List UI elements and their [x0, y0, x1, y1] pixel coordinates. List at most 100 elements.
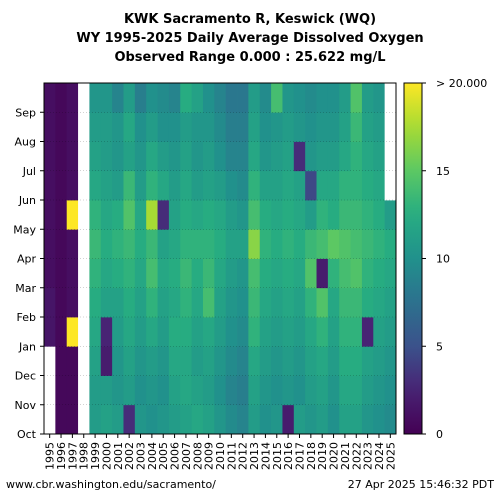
- heatmap-cell: [180, 317, 193, 347]
- heatmap-cell: [100, 229, 113, 259]
- heatmap-cell: [214, 141, 227, 172]
- heatmap-cell: [157, 287, 170, 318]
- heatmap-cell: [259, 200, 272, 230]
- heatmap-cell: [202, 200, 215, 230]
- heatmap-cell: [191, 83, 204, 113]
- x-tick-label: 2006: [169, 442, 182, 470]
- heatmap-cell: [112, 317, 124, 347]
- heatmap-cell: [293, 170, 306, 201]
- heatmap-cell: [191, 141, 204, 172]
- heatmap-cell: [350, 200, 363, 230]
- y-tick-label: Dec: [15, 370, 36, 383]
- heatmap-cell: [327, 375, 340, 406]
- heatmap-cell: [214, 375, 227, 406]
- heatmap-cell: [339, 141, 351, 172]
- heatmap-cell: [100, 200, 113, 230]
- heatmap-cell: [259, 112, 272, 142]
- heatmap-cell: [316, 287, 329, 318]
- x-tick-label: 1995: [44, 442, 57, 470]
- heatmap-cell: [89, 258, 102, 289]
- heatmap-cell: [191, 200, 204, 230]
- heatmap-cell: [350, 375, 363, 406]
- heatmap-cell: [316, 258, 329, 289]
- heatmap-cell: [66, 258, 79, 289]
- heatmap-cell: [327, 287, 340, 318]
- heatmap-cell: [191, 317, 204, 347]
- heatmap-cell: [112, 141, 124, 172]
- heatmap-cell: [134, 258, 147, 289]
- y-tick-label: Mar: [15, 282, 36, 295]
- heatmap-cell: [89, 346, 102, 376]
- heatmap-cell: [191, 229, 204, 259]
- x-tick-label: 2015: [271, 442, 284, 470]
- heatmap-cell: [44, 404, 56, 435]
- heatmap-cell: [248, 141, 261, 172]
- heatmap-cell: [168, 287, 181, 318]
- heatmap-cell: [55, 141, 68, 172]
- heatmap-cell: [55, 170, 68, 201]
- x-tick-label: 2008: [191, 442, 204, 470]
- heatmap-cell: [293, 287, 306, 318]
- heatmap-cell: [44, 317, 56, 347]
- heatmap-cell: [293, 229, 306, 259]
- heatmap-cell: [361, 112, 374, 142]
- heatmap-cell: [55, 229, 68, 259]
- heatmap-cell: [180, 404, 193, 435]
- heatmap-cell: [350, 229, 363, 259]
- heatmap-cell: [271, 258, 283, 289]
- heatmap-cell: [327, 83, 340, 113]
- heatmap-cell: [305, 141, 317, 172]
- heatmap-cell: [112, 346, 124, 376]
- heatmap-cell: [214, 200, 227, 230]
- heatmap-cell: [305, 404, 317, 435]
- heatmap-cell: [89, 404, 102, 435]
- heatmap-cell: [384, 404, 397, 435]
- y-tick-label: Feb: [17, 311, 36, 324]
- x-tick-label: 2022: [350, 442, 363, 470]
- heatmap-cell: [305, 346, 317, 376]
- heatmap-cell: [100, 404, 113, 435]
- heatmap-cell: [157, 229, 170, 259]
- heatmap-cell: [55, 258, 68, 289]
- heatmap-cell: [168, 317, 181, 347]
- x-tick-label: 2014: [259, 442, 272, 470]
- heatmap-cell: [123, 317, 136, 347]
- y-tick-label: Oct: [17, 428, 37, 441]
- heatmap-cell: [305, 83, 317, 113]
- heatmap-cell: [282, 170, 295, 201]
- heatmap-cell: [293, 375, 306, 406]
- x-tick-label: 1997: [66, 442, 79, 470]
- heatmap-cell: [78, 346, 90, 376]
- heatmap-cell: [339, 200, 351, 230]
- colorbar: [403, 82, 423, 435]
- heatmap-cell: [78, 83, 90, 113]
- colorbar-tick-label: 5: [436, 340, 443, 353]
- y-tick-label: Jul: [22, 165, 36, 178]
- heatmap-cell: [373, 346, 386, 376]
- heatmap-cell: [66, 200, 79, 230]
- heatmap-cell: [384, 287, 397, 318]
- x-tick-label: 2012: [237, 442, 250, 470]
- heatmap-cell: [259, 229, 272, 259]
- heatmap-cell: [100, 170, 113, 201]
- heatmap-cell: [373, 141, 386, 172]
- heatmap-cell: [134, 375, 147, 406]
- heatmap-cell: [225, 200, 238, 230]
- heatmap-cell: [259, 141, 272, 172]
- heatmap-cell: [157, 112, 170, 142]
- heatmap-cell: [100, 83, 113, 113]
- heatmap-cell: [146, 112, 158, 142]
- heatmap-cell: [305, 317, 317, 347]
- heatmap-cell: [293, 83, 306, 113]
- heatmap-cell: [44, 141, 56, 172]
- heatmap-cell: [361, 83, 374, 113]
- heatmap-cell: [350, 258, 363, 289]
- heatmap-cell: [361, 404, 374, 435]
- heatmap-cell: [214, 229, 227, 259]
- heatmap-cell: [157, 170, 170, 201]
- heatmap-cell: [327, 404, 340, 435]
- heatmap-cell: [180, 287, 193, 318]
- heatmap-cell: [237, 229, 249, 259]
- heatmap-cell: [373, 375, 386, 406]
- heatmap-cell: [66, 170, 79, 201]
